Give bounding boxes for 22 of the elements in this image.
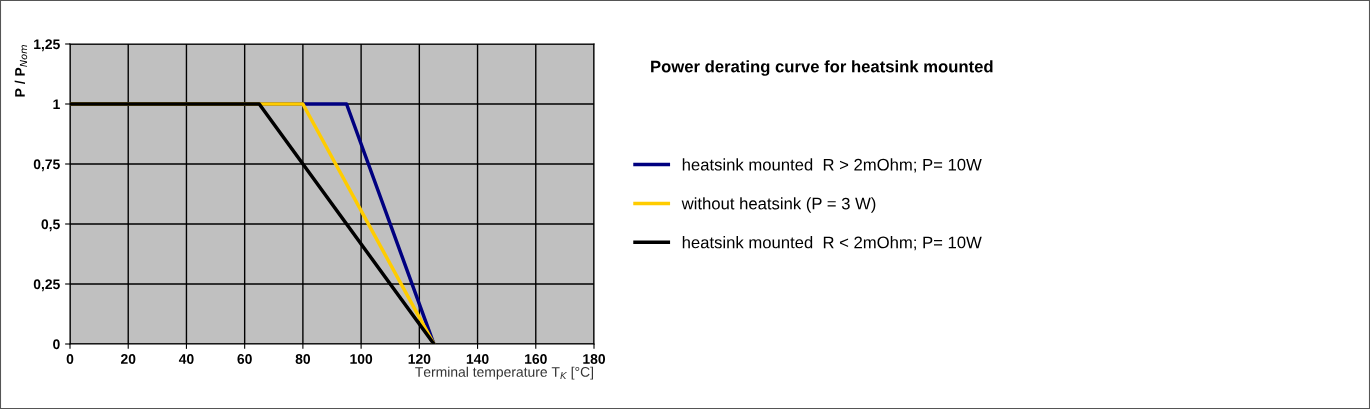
y-tick-label: 0 [53,339,60,350]
x-tick-label: 20 [120,354,136,364]
legend-label: heatsink mounted R > 2mOhm; P= 10W [682,158,982,173]
y-axis-title: P / P$_{Nom}$ [14,45,28,97]
x-axis-title: Terminal temperature T$_{K}$ [°C] [415,366,593,380]
legend-label: heatsink mounted R < 2mOhm; P= 10W [682,236,982,251]
y-tick-label: 1,25 [34,39,60,52]
y-tick-label: 1 [53,99,60,110]
x-tick-label: 60 [237,354,252,364]
x-tick-label: 120 [408,354,431,364]
x-tick-label: 180 [583,354,606,364]
x-tick-label: 140 [466,354,489,364]
legend-label: without heatsink (P = 3 W) [681,197,876,213]
x-tick-label: 0 [66,354,74,364]
y-tick-label: 0,75 [33,159,60,172]
x-tick-label: 80 [295,354,311,364]
x-tick-label: 160 [525,354,547,364]
text: Power derating curve for heatsink mounted [651,60,993,76]
y-tick-label: 0,25 [33,279,60,292]
x-tick-label: 40 [178,354,194,364]
y-tick-label: 0,5 [41,219,60,232]
x-tick-label: 100 [350,354,373,364]
